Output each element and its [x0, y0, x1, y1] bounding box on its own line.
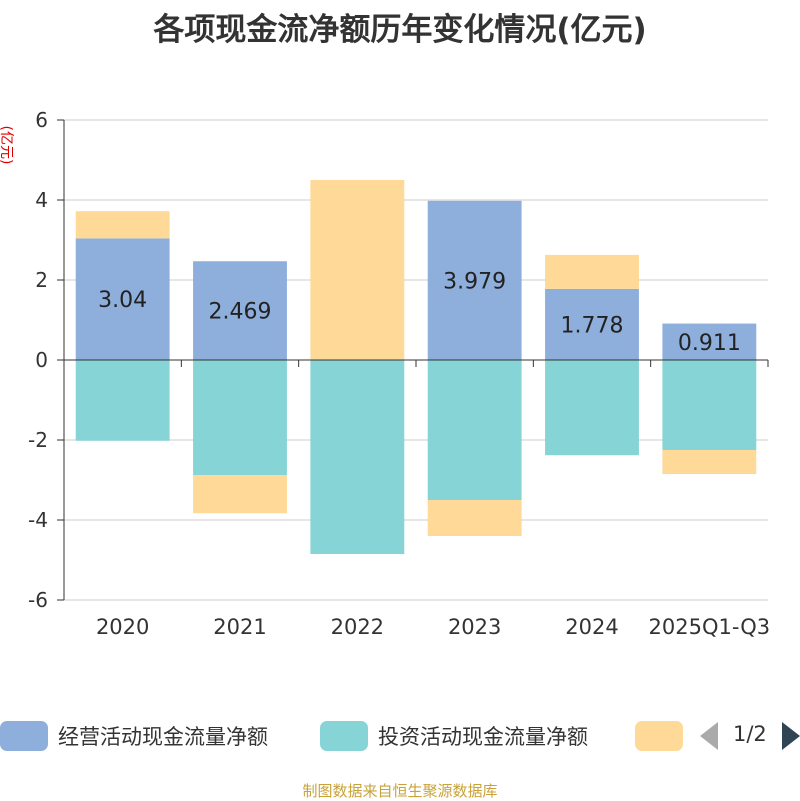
x-tick-label: 2022	[331, 615, 384, 639]
x-tick-label: 2023	[448, 615, 501, 639]
pager-prev-icon[interactable]	[700, 722, 718, 750]
pager-text: 1/2	[733, 722, 767, 746]
bar-operating-2020	[75, 238, 170, 360]
bar-financing-2024	[545, 254, 639, 289]
data-label-2020: 3.04	[98, 288, 147, 313]
y-tick-label: -2	[28, 428, 48, 452]
y-tick-label: -4	[28, 508, 48, 532]
bar-investing-2021	[193, 360, 287, 476]
bar-investing-2025Q1-Q3	[662, 360, 757, 450]
legend-swatch-operating	[0, 721, 48, 751]
legend-item-financing[interactable]	[635, 716, 693, 756]
data-label-2023: 3.979	[443, 269, 506, 294]
x-tick-label: 2025Q1-Q3	[649, 615, 771, 639]
legend: 经营活动现金流量净额 投资活动现金流量净额	[0, 716, 800, 756]
bar-operating-2021	[193, 261, 287, 360]
pager-next-icon[interactable]	[782, 722, 800, 750]
source-note: 制图数据来自恒生聚源数据库	[302, 782, 498, 800]
legend-item-operating[interactable]: 经营活动现金流量净额	[0, 716, 268, 756]
bar-investing-2022	[310, 360, 405, 554]
legend-item-investing[interactable]: 投资活动现金流量净额	[320, 716, 588, 756]
data-label-2021: 2.469	[209, 300, 272, 325]
bar-financing-2020	[75, 211, 170, 239]
bar-operating-2025Q1-Q3	[662, 323, 757, 360]
x-tick-label: 2021	[213, 615, 266, 639]
data-label-2025Q1-Q3: 0.911	[678, 331, 741, 356]
chart-title: 各项现金流净额历年变化情况(亿元)	[153, 12, 647, 48]
bar-financing-2022	[310, 179, 405, 360]
bar-investing-2023	[427, 360, 522, 500]
bar-investing-2024	[545, 360, 639, 456]
bar-financing-2023	[427, 500, 522, 536]
y-tick-label: 4	[35, 188, 48, 212]
y-axis-label: (亿元)	[0, 126, 14, 165]
legend-label-operating: 经营活动现金流量净额	[58, 725, 268, 749]
x-tick-label: 2024	[565, 615, 618, 639]
y-tick-label: 2	[35, 268, 48, 292]
legend-swatch-investing	[320, 721, 368, 751]
x-tick-label: 2020	[96, 615, 149, 639]
bar-operating-2024	[545, 288, 639, 360]
y-tick-label: -6	[28, 588, 48, 612]
y-tick-label: 6	[35, 108, 48, 132]
data-label-2024: 1.778	[561, 313, 624, 338]
legend-pager: 1/2	[700, 716, 800, 756]
legend-swatch-financing	[635, 721, 683, 751]
bar-operating-2023	[427, 200, 522, 360]
bar-investing-2020	[75, 360, 170, 441]
y-tick-label: 0	[35, 348, 48, 372]
bar-financing-2025Q1-Q3	[662, 450, 757, 474]
legend-label-investing: 投资活动现金流量净额	[378, 725, 588, 749]
bar-financing-2021	[193, 475, 287, 514]
